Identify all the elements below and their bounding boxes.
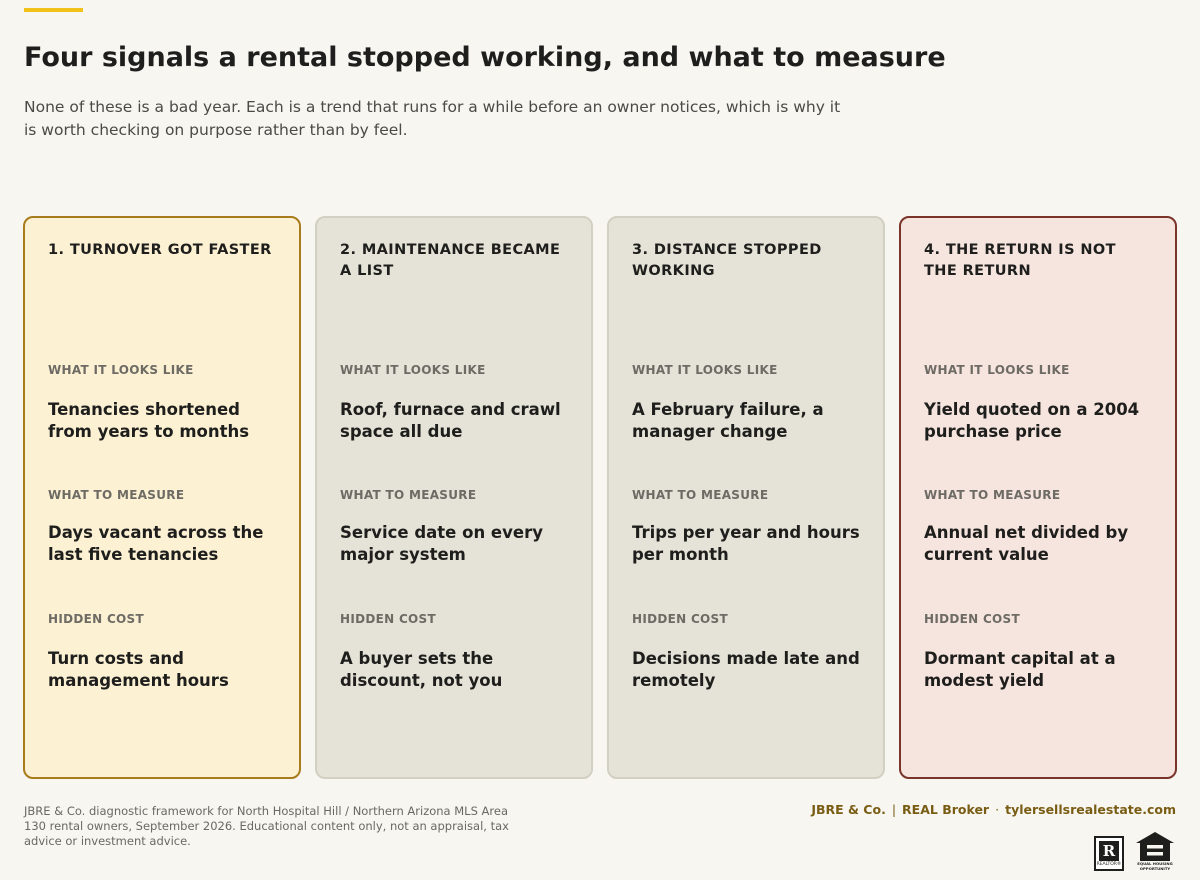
brand-separator: · bbox=[995, 802, 1000, 817]
section-label: WHAT IT LOOKS LIKE bbox=[924, 363, 1070, 377]
eho-logo-text: EQUAL HOUSING OPPORTUNITY bbox=[1137, 861, 1173, 871]
card-title: 2. MAINTENANCE BECAME A LIST bbox=[340, 242, 561, 279]
section-label: HIDDEN COST bbox=[632, 612, 728, 626]
card-title: 4. THE RETURN IS NOT THE RETURN bbox=[924, 242, 1116, 279]
section-value: Service date on every major system bbox=[340, 523, 543, 564]
card-title: 3. DISTANCE STOPPED WORKING bbox=[632, 242, 822, 279]
section-value: Tenancies shortened from years to months bbox=[48, 400, 250, 441]
compliance-logos: R REALTOR® EQUAL HOUSING OPPORTUNITY bbox=[1094, 831, 1176, 871]
section-value: Trips per year and hours per month bbox=[632, 523, 860, 564]
page-title: Four signals a rental stopped working, a… bbox=[24, 42, 946, 73]
section-label: WHAT TO MEASURE bbox=[632, 488, 769, 502]
section-value: Annual net divided by current value bbox=[924, 523, 1129, 564]
section-value: Decisions made late and remotely bbox=[632, 649, 860, 690]
realtor-icon: R REALTOR® bbox=[1094, 836, 1124, 871]
section-label: WHAT IT LOOKS LIKE bbox=[48, 363, 194, 377]
section-label: HIDDEN COST bbox=[924, 612, 1020, 626]
accent-bar bbox=[24, 8, 83, 12]
section-value: Turn costs and management hours bbox=[48, 649, 229, 690]
signal-card-distance: 3. DISTANCE STOPPED WORKING WHAT IT LOOK… bbox=[607, 216, 885, 779]
signal-card-maintenance: 2. MAINTENANCE BECAME A LIST WHAT IT LOO… bbox=[315, 216, 593, 779]
section-label: HIDDEN COST bbox=[340, 612, 436, 626]
equal-housing-icon: EQUAL HOUSING OPPORTUNITY bbox=[1134, 831, 1176, 871]
realtor-logo-text: REALTOR® bbox=[1096, 862, 1122, 867]
section-value: A February failure, a manager change bbox=[632, 400, 824, 441]
section-label: WHAT TO MEASURE bbox=[48, 488, 185, 502]
section-value: Roof, furnace and crawl space all due bbox=[340, 400, 561, 441]
section-label: WHAT TO MEASURE bbox=[340, 488, 477, 502]
page-subtitle: None of these is a bad year. Each is a t… bbox=[24, 98, 841, 139]
footer-disclaimer: JBRE & Co. diagnostic framework for Nort… bbox=[24, 804, 509, 848]
section-label: WHAT IT LOOKS LIKE bbox=[340, 363, 486, 377]
section-label: HIDDEN COST bbox=[48, 612, 144, 626]
signal-card-return: 4. THE RETURN IS NOT THE RETURN WHAT IT … bbox=[899, 216, 1177, 779]
section-value: A buyer sets the discount, not you bbox=[340, 649, 503, 690]
section-value: Dormant capital at a modest yield bbox=[924, 649, 1116, 690]
website-link[interactable]: tylersellsrealestate.com bbox=[1005, 802, 1176, 817]
broker-name: REAL Broker bbox=[902, 802, 990, 817]
signal-card-turnover: 1. TURNOVER GOT FASTER WHAT IT LOOKS LIK… bbox=[23, 216, 301, 779]
section-label: WHAT TO MEASURE bbox=[924, 488, 1061, 502]
brand-name: JBRE & Co. bbox=[811, 802, 886, 817]
section-value: Yield quoted on a 2004 purchase price bbox=[924, 400, 1140, 441]
section-label: WHAT IT LOOKS LIKE bbox=[632, 363, 778, 377]
section-value: Days vacant across the last five tenanci… bbox=[48, 523, 264, 564]
card-title: 1. TURNOVER GOT FASTER bbox=[48, 242, 272, 258]
brand-separator: | bbox=[891, 802, 897, 817]
signal-cards: 1. TURNOVER GOT FASTER WHAT IT LOOKS LIK… bbox=[23, 216, 1177, 779]
brand-line: JBRE & Co. | REAL Broker · tylersellsrealest… bbox=[811, 802, 1176, 817]
